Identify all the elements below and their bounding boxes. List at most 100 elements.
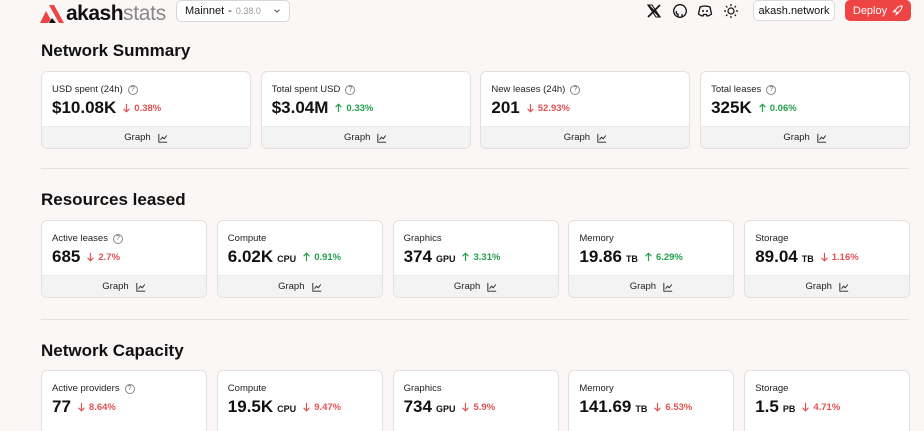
stat-card-memory: Memory 19.86 TB 6.29% Graph <box>568 220 735 298</box>
stat-label-text: New leases (24h) <box>491 84 566 95</box>
stat-change-percent: 1.16% <box>831 251 859 263</box>
line-chart-icon <box>663 282 673 292</box>
stat-value: 141.69 <box>579 397 632 416</box>
stat-change: 6.53% <box>653 402 692 413</box>
graph-button[interactable]: Graph <box>569 275 734 297</box>
stat-card-graphics: Graphics 734 GPU 5.9% <box>392 370 559 431</box>
stat-label: Storage <box>755 383 788 394</box>
stat-value: 325K <box>711 98 752 117</box>
stat-value-row: $3.04M 0.33% <box>272 98 374 118</box>
stat-label-text: Graphics <box>403 233 442 244</box>
network-select[interactable]: Mainnet - 0.38.0 <box>176 0 290 22</box>
graph-button[interactable]: Graph <box>42 126 250 148</box>
stat-value-row: 19.86 TB 6.29% <box>579 247 682 267</box>
arrow-down-icon <box>123 103 131 113</box>
discord-icon[interactable] <box>697 3 713 19</box>
akash-stats-logo[interactable]: akash stats <box>40 2 166 26</box>
stat-card-total-leases: Total leases? 325K 0.06% Graph <box>700 71 911 149</box>
line-chart-icon <box>377 133 387 143</box>
stat-value: $10.08K <box>52 98 117 117</box>
stat-value: 77 <box>52 397 71 416</box>
deploy-button-label: Deploy <box>852 4 888 17</box>
graph-button[interactable]: Graph <box>745 275 910 297</box>
arrow-up-icon <box>645 252 652 262</box>
graph-button[interactable]: Graph <box>481 126 690 148</box>
arrow-down-icon <box>303 402 311 412</box>
arrow-down-icon <box>654 402 662 412</box>
stat-change: 0.06% <box>758 103 797 114</box>
stat-value: 19.5K <box>227 397 274 416</box>
line-chart-icon <box>487 282 497 292</box>
stat-unit: GPU <box>435 254 456 264</box>
akash-logo-icon <box>40 5 64 23</box>
stat-label-text: USD spent (24h) <box>52 84 123 95</box>
graph-button[interactable]: Graph <box>217 275 382 297</box>
arrow-down-icon <box>462 402 470 412</box>
stat-card-usd-spent-24h: USD spent (24h)? $10.08K 0.38% Graph <box>41 71 251 149</box>
github-icon[interactable] <box>672 3 688 19</box>
stat-change-percent: 6.53% <box>665 401 693 413</box>
help-icon[interactable]: ? <box>124 383 135 394</box>
stat-change-percent: 0.91% <box>314 251 342 263</box>
stat-change: 4.71% <box>801 402 840 413</box>
line-chart-icon <box>311 282 321 292</box>
graph-button-label: Graph <box>629 281 657 292</box>
stat-change: 52.93% <box>526 103 570 114</box>
rocket-icon <box>892 5 903 16</box>
x-twitter-icon[interactable] <box>646 3 662 19</box>
sun-theme-icon[interactable] <box>723 3 739 19</box>
help-icon[interactable]: ? <box>766 84 777 95</box>
graph-button-label: Graph <box>453 281 481 292</box>
stat-label: Memory <box>579 233 613 244</box>
stat-change: 2.7% <box>86 252 120 263</box>
graph-button[interactable]: Graph <box>261 126 470 148</box>
stat-value: 685 <box>52 247 81 266</box>
stat-label-text: Memory <box>579 233 614 244</box>
stat-change-percent: 4.71% <box>813 401 841 413</box>
stat-value: 19.86 <box>579 247 622 266</box>
akash-network-link-button[interactable]: akash.network <box>753 0 835 21</box>
stat-card-memory: Memory 141.69 TB 6.53% <box>568 370 735 431</box>
stat-label-text: Total leases <box>711 84 762 95</box>
help-icon[interactable]: ? <box>112 233 123 244</box>
line-chart-icon <box>839 282 849 292</box>
stat-label: Total spent USD? <box>272 84 356 95</box>
deploy-button[interactable]: Deploy <box>845 0 911 21</box>
network-capacity-title: Network Capacity <box>41 341 184 360</box>
stat-change: 8.64% <box>77 402 116 413</box>
stat-unit: TB <box>635 404 648 414</box>
graph-button-label: Graph <box>563 132 591 143</box>
network-name: Mainnet <box>185 5 225 17</box>
arrow-up-icon <box>758 103 766 113</box>
arrow-up-icon <box>303 252 311 262</box>
stat-value-row: 325K 0.06% <box>711 98 797 118</box>
stat-card-total-spent-usd: Total spent USD? $3.04M 0.33% Graph <box>260 71 471 149</box>
help-icon[interactable]: ? <box>345 84 356 95</box>
stat-label-text: Storage <box>755 383 789 394</box>
stat-change-percent: 5.9% <box>473 401 496 413</box>
stat-change-percent: 0.38% <box>134 102 162 114</box>
stat-change: 9.47% <box>302 402 341 413</box>
stat-card-compute: Compute 19.5K CPU 9.47% <box>216 370 383 431</box>
stat-change-percent: 6.29% <box>655 251 683 263</box>
stat-value: 1.5 <box>755 397 779 416</box>
stat-card-active-leases: Active leases? 685 2.7% Graph <box>41 220 207 298</box>
graph-button[interactable]: Graph <box>701 126 910 148</box>
stat-unit: PB <box>782 404 796 414</box>
stat-label-text: Storage <box>755 233 789 244</box>
stat-value-row: 77 8.64% <box>52 397 116 417</box>
stat-value-row: 374 GPU 3.31% <box>404 247 501 267</box>
stat-change: 5.9% <box>461 402 495 413</box>
graph-button[interactable]: Graph <box>393 275 558 297</box>
stat-label-text: Compute <box>227 383 267 394</box>
stat-change: 6.29% <box>644 252 683 263</box>
logo-text-stats: stats <box>123 2 166 25</box>
graph-button[interactable]: Graph <box>42 275 206 297</box>
stat-value-row: 141.69 TB 6.53% <box>579 397 692 417</box>
stat-label: Graphics <box>404 383 442 394</box>
stat-label-text: Memory <box>579 383 614 394</box>
stat-label: Graphics <box>404 233 442 244</box>
graph-button-label: Graph <box>278 281 305 292</box>
help-icon[interactable]: ? <box>570 84 581 95</box>
help-icon[interactable]: ? <box>127 84 138 95</box>
